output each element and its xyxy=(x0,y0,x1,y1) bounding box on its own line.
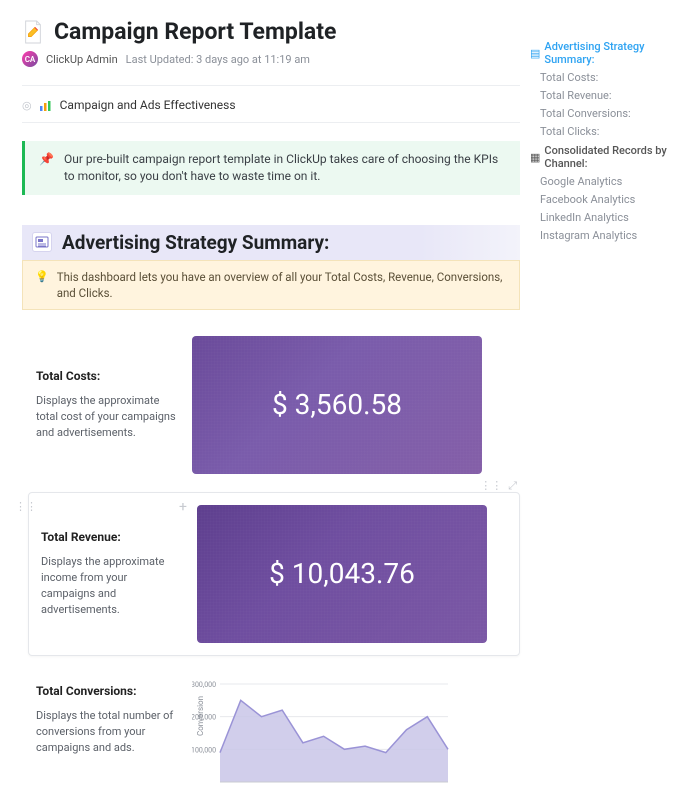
kpi-title-total-conversions: Total Conversions: xyxy=(36,684,176,698)
last-updated-label: Last Updated: 3 days ago at 11:19 am xyxy=(126,53,310,66)
kpi-row-total-conversions: Total Conversions: Displays the total nu… xyxy=(22,678,520,788)
toc-heading-records-label: Consolidated Records by Channel: xyxy=(544,144,690,170)
grid-icon: ▦ xyxy=(530,151,540,164)
bar-chart-icon xyxy=(40,100,52,110)
toc-item[interactable]: Google Analytics xyxy=(530,175,690,188)
toc-item[interactable]: Facebook Analytics xyxy=(530,193,690,206)
kpi-row-total-costs: Total Costs: Displays the approximate to… xyxy=(22,336,520,474)
pin-icon: 📌 xyxy=(39,151,54,185)
author-name[interactable]: ClickUp Admin xyxy=(46,53,118,66)
kpi-desc-total-revenue: Displays the approximate income from you… xyxy=(41,554,181,618)
callout-intro: 📌 Our pre-built campaign report template… xyxy=(22,141,520,195)
callout-intro-text: Our pre-built campaign report template i… xyxy=(64,151,506,185)
toc-heading-records[interactable]: ▦ Consolidated Records by Channel: xyxy=(530,144,690,170)
inline-toc-label: Campaign and Ads Effectiveness xyxy=(60,98,236,112)
expand-icon[interactable]: ⤢ xyxy=(508,479,517,493)
toc-heading-summary-label: Advertising Strategy Summary: xyxy=(544,40,690,66)
svg-text:100,000: 100,000 xyxy=(192,746,216,754)
drag-handle-icon[interactable]: ⋮⋮ xyxy=(15,501,37,512)
conversions-chart[interactable]: Conversion 300,000200,000100,000 xyxy=(192,678,482,788)
kpi-tile-total-revenue[interactable]: $ 10,043.76 xyxy=(197,505,487,643)
svg-text:300,000: 300,000 xyxy=(192,681,216,689)
kpi-card-total-revenue[interactable]: ⋮⋮ + ⋮⋮ ⤢ Total Revenue: Displays the ap… xyxy=(28,492,520,656)
add-block-icon[interactable]: + xyxy=(179,499,187,515)
area-chart-svg: 300,000200,000100,000 xyxy=(192,678,452,788)
kpi-title-total-costs: Total Costs: xyxy=(36,369,176,383)
newspaper-icon xyxy=(32,232,52,252)
callout-summary-note: 💡 This dashboard lets you have an overvi… xyxy=(22,260,520,310)
kpi-value-total-revenue: $ 10,043.76 xyxy=(269,557,415,590)
page-title: Campaign Report Template xyxy=(54,18,336,45)
toc-item[interactable]: Instagram Analytics xyxy=(530,229,690,242)
drag-handle-icon[interactable]: ⋮⋮ xyxy=(480,479,502,493)
kpi-desc-total-conversions: Displays the total number of conversions… xyxy=(36,708,176,756)
outline-sidebar: ▤ Advertising Strategy Summary: Total Co… xyxy=(530,18,690,788)
author-avatar[interactable]: CA xyxy=(22,51,38,67)
target-icon: ◎ xyxy=(22,99,32,112)
section-heading: Advertising Strategy Summary: xyxy=(62,231,329,254)
toc-item[interactable]: Total Revenue: xyxy=(530,89,690,102)
kpi-value-total-costs: $ 3,560.58 xyxy=(272,388,402,421)
toc-heading-summary[interactable]: ▤ Advertising Strategy Summary: xyxy=(530,40,690,66)
toc-item[interactable]: Total Costs: xyxy=(530,71,690,84)
toc-item[interactable]: LinkedIn Analytics xyxy=(530,211,690,224)
lightbulb-icon: 💡 xyxy=(35,269,49,301)
toc-item[interactable]: Total Conversions: xyxy=(530,107,690,120)
document-icon xyxy=(22,19,44,45)
newspaper-icon: ▤ xyxy=(530,47,540,60)
kpi-desc-total-costs: Displays the approximate total cost of y… xyxy=(36,393,176,441)
divider xyxy=(22,85,520,86)
kpi-title-total-revenue: Total Revenue: xyxy=(41,530,181,544)
inline-toc-row[interactable]: ◎ Campaign and Ads Effectiveness xyxy=(22,94,520,123)
chart-y-axis-label: Conversion xyxy=(196,696,205,736)
toc-item[interactable]: Total Clicks: xyxy=(530,125,690,138)
summary-note-text: This dashboard lets you have an overview… xyxy=(57,269,507,301)
kpi-tile-total-costs[interactable]: $ 3,560.58 xyxy=(192,336,482,474)
section-header-summary: Advertising Strategy Summary: xyxy=(22,225,520,260)
